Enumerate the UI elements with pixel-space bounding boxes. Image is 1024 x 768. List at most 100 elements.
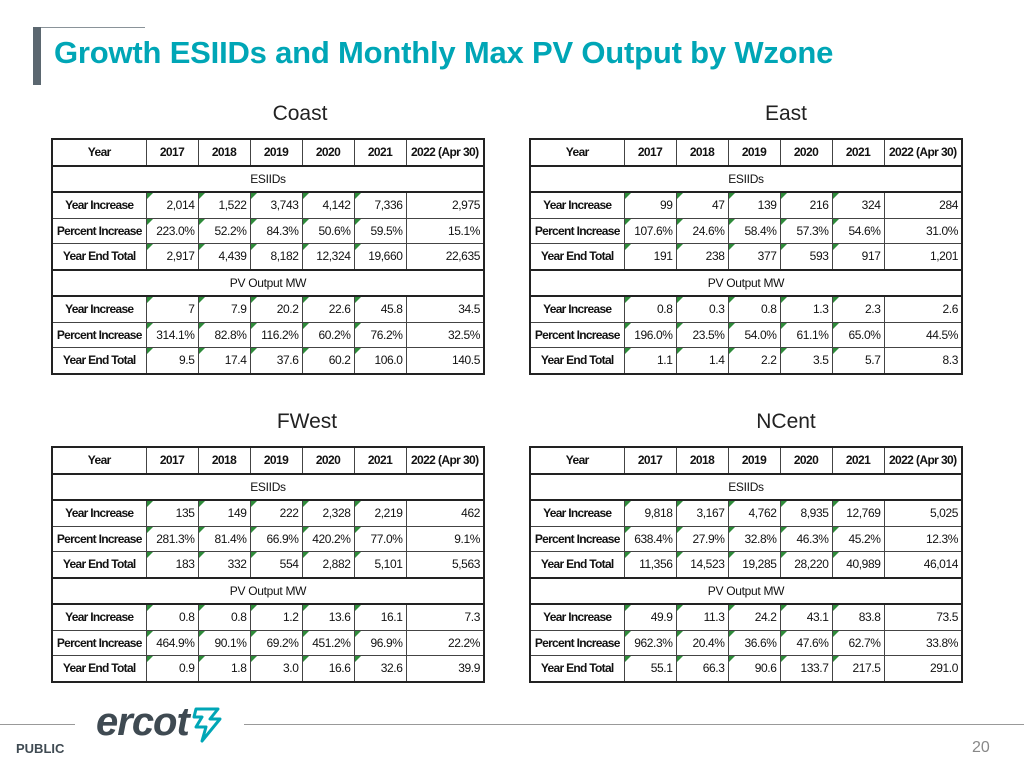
row-label: Year Increase: [529, 191, 625, 219]
table-cell: 12,324: [301, 243, 355, 270]
table-cell: 19,660: [353, 243, 407, 270]
table-cell: 32.6: [353, 655, 407, 682]
section-row: ESIIDs: [529, 164, 963, 193]
table-cell: 46.3%: [779, 525, 833, 552]
page-number: 20: [972, 739, 990, 756]
table-cell: 57.3%: [779, 217, 833, 244]
table-cell: 133.7: [779, 655, 833, 682]
header-col: 2018: [197, 138, 251, 166]
table-row: Year Increase 135 149 222 2,328 2,219 462: [51, 499, 485, 527]
table-cell: 1.2: [249, 603, 303, 631]
table-header-row: Year 2017 2018 2019 2020 2021 2022 (Apr 30): [51, 446, 485, 474]
row-label: Percent Increase: [51, 321, 147, 348]
header-col: 2020: [779, 446, 833, 474]
table-cell: 54.0%: [727, 321, 781, 348]
header-col: 2021: [353, 446, 407, 474]
table-cell: 9.1%: [405, 525, 485, 552]
row-label: Percent Increase: [51, 629, 147, 656]
table-cell: 593: [779, 243, 833, 270]
section-row: PV Output MW: [51, 576, 485, 605]
table-cell: 22.2%: [405, 629, 485, 656]
table-cell: 52.2%: [197, 217, 251, 244]
table-cell: 140.5: [405, 347, 485, 374]
header-year: Year: [51, 446, 147, 474]
ercot-logo: ercot: [96, 700, 190, 744]
table-cell: 216: [779, 191, 833, 219]
table-cell: 2,014: [145, 191, 199, 219]
table-cell: 0.8: [197, 603, 251, 631]
table-cell: 96.9%: [353, 629, 407, 656]
table-cell: 962.3%: [623, 629, 677, 656]
table-row: Percent Increase 638.4% 27.9% 32.8% 46.3% 45.…: [529, 525, 963, 552]
table-cell: 1,201: [883, 243, 963, 270]
table-cell: 324: [831, 191, 885, 219]
table-row: Year Increase 7 7.9 20.2 22.6 45.8 34.5: [51, 295, 485, 323]
table-cell: 73.5: [883, 603, 963, 631]
table-cell: 47.6%: [779, 629, 833, 656]
table-cell: 135: [145, 499, 199, 527]
section-row: PV Output MW: [529, 268, 963, 297]
table-cell: 76.2%: [353, 321, 407, 348]
table-cell: 14,523: [675, 551, 729, 578]
table-cell: 55.1: [623, 655, 677, 682]
row-label: Year Increase: [51, 499, 147, 527]
table-cell: 60.2%: [301, 321, 355, 348]
header-year: Year: [51, 138, 147, 166]
table-cell: 20.4%: [675, 629, 729, 656]
table-cell: 22.6: [301, 295, 355, 323]
table-cell: 5,563: [405, 551, 485, 578]
classification-label: PUBLIC: [16, 741, 65, 756]
table-cell: 19,285: [727, 551, 781, 578]
table-cell: 4,762: [727, 499, 781, 527]
table-cell: 0.3: [675, 295, 729, 323]
table-cell: 2,975: [405, 191, 485, 219]
table-cell: 46,014: [883, 551, 963, 578]
table-cell: 5.7: [831, 347, 885, 374]
table-cell: 54.6%: [831, 217, 885, 244]
header-col: 2020: [301, 446, 355, 474]
table-cell: 37.6: [249, 347, 303, 374]
table-cell: 24.2: [727, 603, 781, 631]
table-cell: 11.3: [675, 603, 729, 631]
table-cell: 8,935: [779, 499, 833, 527]
row-label: Year Increase: [51, 191, 147, 219]
section-label: ESIIDs: [529, 472, 963, 501]
table-cell: 5,025: [883, 499, 963, 527]
table-cell: 22,635: [405, 243, 485, 270]
table-header-row: Year 2017 2018 2019 2020 2021 2022 (Apr 30): [51, 138, 485, 166]
table-cell: 1.4: [675, 347, 729, 374]
table-cell: 16.6: [301, 655, 355, 682]
table-cell: 45.8: [353, 295, 407, 323]
growth-table-ncent: Year 2017 2018 2019 2020 2021 2022 (Apr 30) ESI…: [529, 446, 963, 683]
header-col: 2020: [779, 138, 833, 166]
table-row: Year End Total 0.9 1.8 3.0 16.6 32.6 39.9: [51, 655, 485, 682]
table-cell: 462: [405, 499, 485, 527]
table-row: Percent Increase 281.3% 81.4% 66.9% 420.2% 77…: [51, 525, 485, 552]
row-label: Percent Increase: [51, 525, 147, 552]
row-label: Percent Increase: [529, 321, 625, 348]
header-col: 2020: [301, 138, 355, 166]
table-cell: 59.5%: [353, 217, 407, 244]
table-cell: 77.0%: [353, 525, 407, 552]
section-label: ESIIDs: [51, 164, 485, 193]
table-cell: 3.5: [779, 347, 833, 374]
table-cell: 15.1%: [405, 217, 485, 244]
region-label-ncent: NCent: [756, 410, 816, 433]
section-label: ESIIDs: [51, 472, 485, 501]
table-cell: 183: [145, 551, 199, 578]
table-cell: 84.3%: [249, 217, 303, 244]
table-cell: 217.5: [831, 655, 885, 682]
table-cell: 31.0%: [883, 217, 963, 244]
table-cell: 9.5: [145, 347, 199, 374]
table-cell: 8,182: [249, 243, 303, 270]
table-cell: 917: [831, 243, 885, 270]
section-label: PV Output MW: [51, 576, 485, 605]
table-cell: 69.2%: [249, 629, 303, 656]
table-cell: 58.4%: [727, 217, 781, 244]
table-cell: 4,142: [301, 191, 355, 219]
table-row: Year End Total 2,917 4,439 8,182 12,324 19,66…: [51, 243, 485, 270]
table-cell: 291.0: [883, 655, 963, 682]
table-cell: 149: [197, 499, 251, 527]
header-col: 2017: [623, 138, 677, 166]
section-label: PV Output MW: [529, 576, 963, 605]
